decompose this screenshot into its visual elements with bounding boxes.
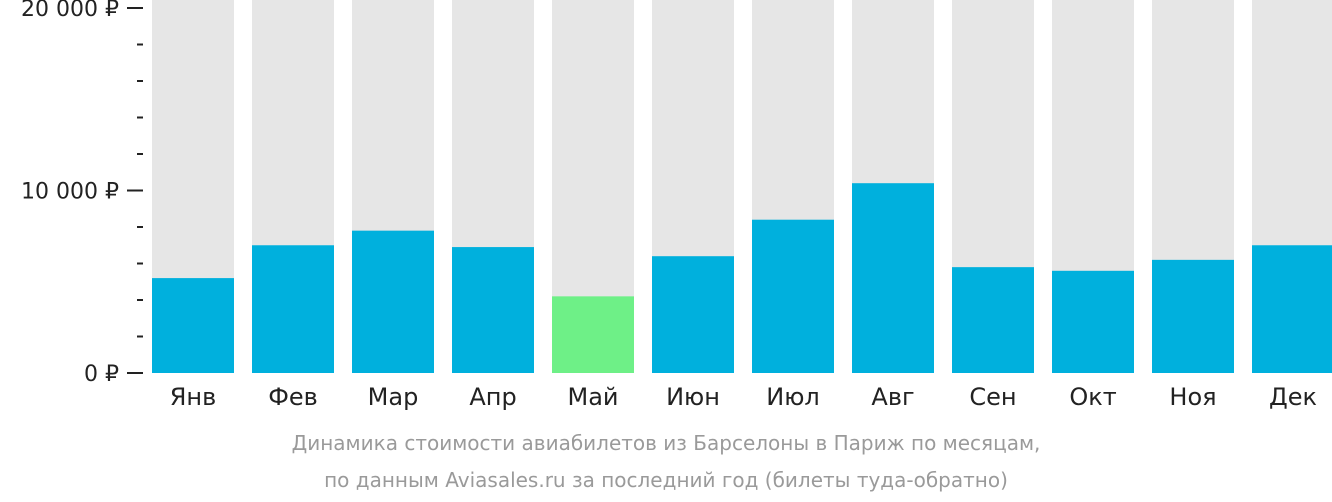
- x-tick-label: Сен: [969, 383, 1016, 411]
- x-axis-labels: Янв Фев Мар Апр Май Июн Июл Авг Сен Окт Ноя Дек: [170, 383, 1317, 411]
- y-axis: 0 ₽ 10 000 ₽ 20 000 ₽: [21, 0, 143, 387]
- chart-caption-line-1: Динамика стоимости авиабилетов из Барсел…: [291, 431, 1041, 455]
- bar: [452, 247, 534, 373]
- x-tick-label: Ноя: [1169, 383, 1216, 411]
- x-tick-label: Дек: [1269, 383, 1317, 411]
- x-tick-label: Янв: [170, 383, 217, 411]
- bar: [952, 267, 1034, 373]
- bar: [352, 230, 434, 373]
- x-tick-label: Авг: [871, 383, 914, 411]
- bar-highlighted: [552, 296, 634, 373]
- bar: [652, 256, 734, 373]
- x-tick-label: Фев: [268, 383, 318, 411]
- x-tick-label: Мар: [368, 383, 419, 411]
- bar: [152, 278, 234, 373]
- x-tick-label: Апр: [469, 383, 516, 411]
- bar: [752, 219, 834, 373]
- y-tick-label: 20 000 ₽: [21, 0, 119, 22]
- bar-series: [152, 0, 1332, 373]
- bar: [1052, 270, 1134, 373]
- chart-caption-line-2: по данным Aviasales.ru за последний год …: [324, 468, 1008, 492]
- x-tick-label: Июн: [666, 383, 720, 411]
- x-tick-label: Май: [567, 383, 618, 411]
- x-tick-label: Июл: [766, 383, 820, 411]
- x-tick-label: Окт: [1069, 383, 1116, 411]
- price-chart: 0 ₽ 10 000 ₽ 20 000 ₽ Янв Фев Мар Апр Май Июн Ию…: [21, 0, 1332, 411]
- bar: [252, 245, 334, 373]
- y-tick-label: 10 000 ₽: [21, 180, 119, 205]
- bar: [1152, 259, 1234, 373]
- bar: [1252, 245, 1332, 373]
- bar: [852, 183, 934, 373]
- y-tick-label: 0 ₽: [84, 362, 119, 387]
